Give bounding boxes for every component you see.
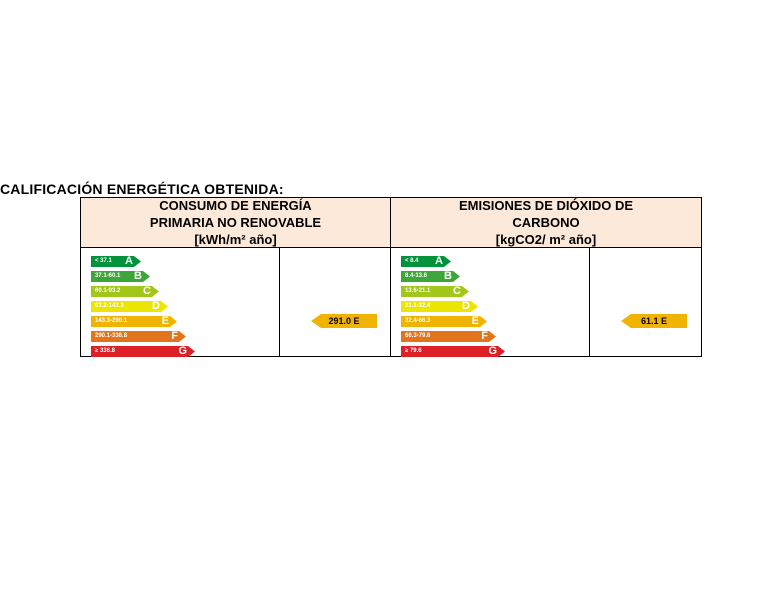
energy-bar-letter: F (171, 330, 178, 342)
energy-bar-a: < 37.1 A (91, 256, 141, 267)
co2-bar-c: 13.6-21.1 C (401, 286, 469, 297)
co2-bar-b: 8.4-13.6 B (401, 271, 460, 282)
co2-bar-d: 21.1-32.4 D (401, 301, 478, 312)
energy-bar-e: 143.3-290.1 E (91, 316, 177, 327)
energy-bar-letter: B (134, 270, 142, 282)
energy-consumption-header: CONSUMO DE ENERGÍA PRIMARIA NO RENOVABLE… (80, 197, 391, 248)
co2-bar-letter: C (453, 285, 461, 297)
energy-bar-b: 37.1-60.1 B (91, 271, 150, 282)
co2-bar-letter: A (435, 255, 443, 267)
co2-rating-scale: < 8.4 A 8.4-13.6 B 13.6-21.1 C 21.1-32.4 D 32.4-… (391, 248, 590, 357)
energy-bar-range: 290.1-336.8 (95, 333, 128, 339)
energy-bar-f: 290.1-336.8 F (91, 331, 186, 342)
co2-unit: [kgCO2/ m² año] (495, 232, 597, 247)
energy-title-line1: CONSUMO DE ENERGÍA (159, 198, 312, 213)
energy-bar-range: 143.3-290.1 (95, 318, 128, 324)
energy-bar-range: ≥ 336.8 (95, 348, 115, 354)
co2-bar-letter: G (488, 345, 497, 357)
energy-bar-letter: G (178, 345, 187, 357)
co2-bar-e: 32.4-66.3 E (401, 316, 487, 327)
energy-bar-range: < 37.1 (95, 258, 112, 264)
co2-bar-range: 32.4-66.3 (405, 318, 431, 324)
co2-bar-f: 66.3-79.6 F (401, 331, 496, 342)
co2-bar-range: 8.4-13.6 (405, 273, 428, 279)
energy-bar-g: ≥ 336.8 G (91, 346, 195, 357)
co2-bar-letter: D (462, 300, 470, 312)
co2-title-line1: EMISIONES DE DIÓXIDO DE (458, 198, 634, 213)
energy-bar-c: 60.1-93.2 C (91, 286, 159, 297)
energy-unit: [kWh/m² año] (194, 232, 277, 247)
energy-title-line2: PRIMARIA NO RENOVABLE (149, 215, 322, 230)
co2-emissions-header: EMISIONES DE DIÓXIDO DE CARBONO [kgCO2/ … (390, 197, 702, 248)
co2-bar-range: 21.1-32.4 (405, 303, 431, 309)
energy-consumption-body: < 37.1 A 37.1-60.1 B 60.1-93.2 C 93.2-143.3 D 14… (80, 247, 391, 357)
co2-bar-g: ≥ 79.6 G (401, 346, 505, 357)
energy-bar-letter: A (125, 255, 133, 267)
co2-bar-range: 66.3-79.6 (405, 333, 431, 339)
co2-result-indicator: 61.1 E (621, 314, 687, 328)
energy-bar-range: 60.1-93.2 (95, 288, 121, 294)
energy-bar-d: 93.2-143.3 D (91, 301, 168, 312)
energy-bar-range: 93.2-143.3 (95, 303, 124, 309)
co2-bar-letter: B (444, 270, 452, 282)
rating-heading: CALIFICACIÓN ENERGÉTICA OBTENIDA: (0, 181, 284, 197)
energy-result-indicator: 291.0 E (311, 314, 377, 328)
co2-bar-range: ≥ 79.6 (405, 348, 422, 354)
energy-bar-letter: E (161, 315, 169, 327)
energy-bar-letter: D (152, 300, 160, 312)
energy-rating-scale: < 37.1 A 37.1-60.1 B 60.1-93.2 C 93.2-143.3 D 14… (81, 248, 280, 357)
co2-title-line2: CARBONO (512, 215, 580, 230)
co2-bar-range: 13.6-21.1 (405, 288, 431, 294)
co2-bar-letter: E (471, 315, 479, 327)
co2-bar-a: < 8.4 A (401, 256, 451, 267)
co2-emissions-body: < 8.4 A 8.4-13.6 B 13.6-21.1 C 21.1-32.4 D 32.4-… (390, 247, 702, 357)
co2-bar-range: < 8.4 (405, 258, 419, 264)
energy-bar-range: 37.1-60.1 (95, 273, 121, 279)
energy-bar-letter: C (143, 285, 151, 297)
co2-bar-letter: F (481, 330, 488, 342)
